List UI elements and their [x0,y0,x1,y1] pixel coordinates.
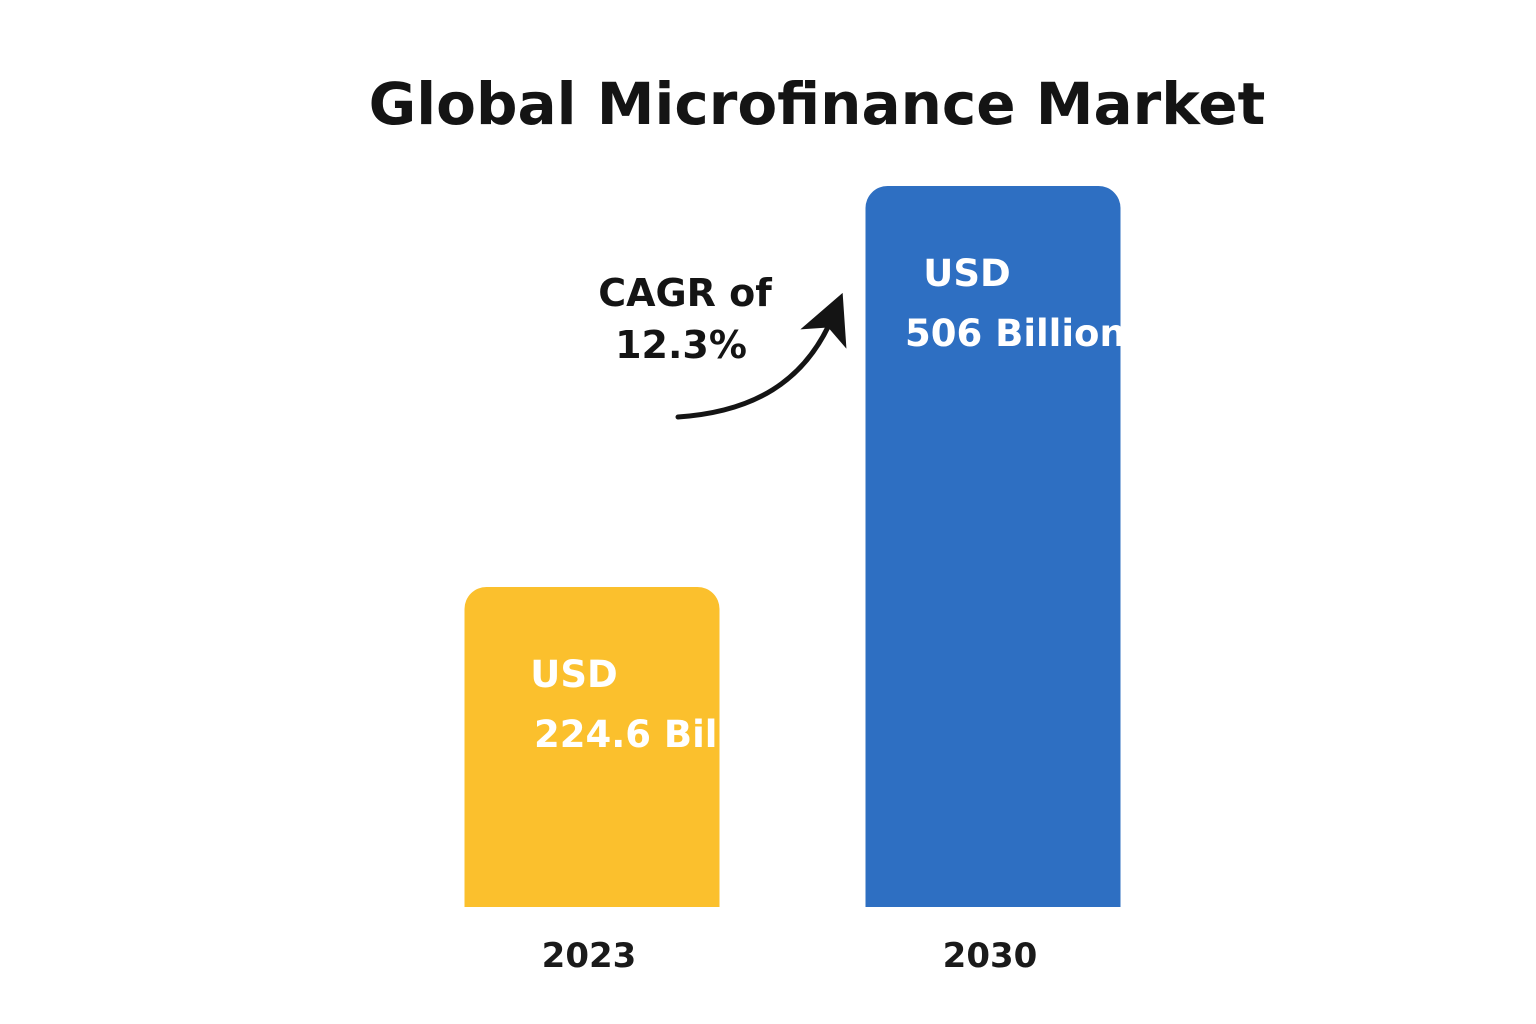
bar-base-2023 [464,885,720,907]
bars-layer: USD 224.6 Billion 2023 USD 506 Billion 2030 [464,186,1126,976]
bar-2023 [464,586,720,907]
bar-value-amount-2030: 506 Billion [905,312,1126,355]
bar-group-2030: USD 506 Billion 2030 [865,186,1126,976]
category-label-2030: 2030 [943,936,1038,976]
chart-title: Global Microfinance Market [369,70,1266,138]
bar-group-2023: USD 224.6 Billion 2023 [464,586,795,976]
bar-value-amount-2023: 224.6 Billion [534,713,795,756]
cagr-label-line1: CAGR of [598,271,772,315]
bar-base-2030 [865,885,1121,907]
growth-arrow-icon [675,292,847,420]
cagr-label-line2: 12.3% [615,323,747,367]
bar-value-currency-2030: USD [923,252,1010,295]
bar-2030 [865,186,1121,907]
cagr-annotation: CAGR of 12.3% [598,271,847,420]
bar-value-currency-2023: USD [530,653,617,696]
category-label-2023: 2023 [542,936,637,976]
